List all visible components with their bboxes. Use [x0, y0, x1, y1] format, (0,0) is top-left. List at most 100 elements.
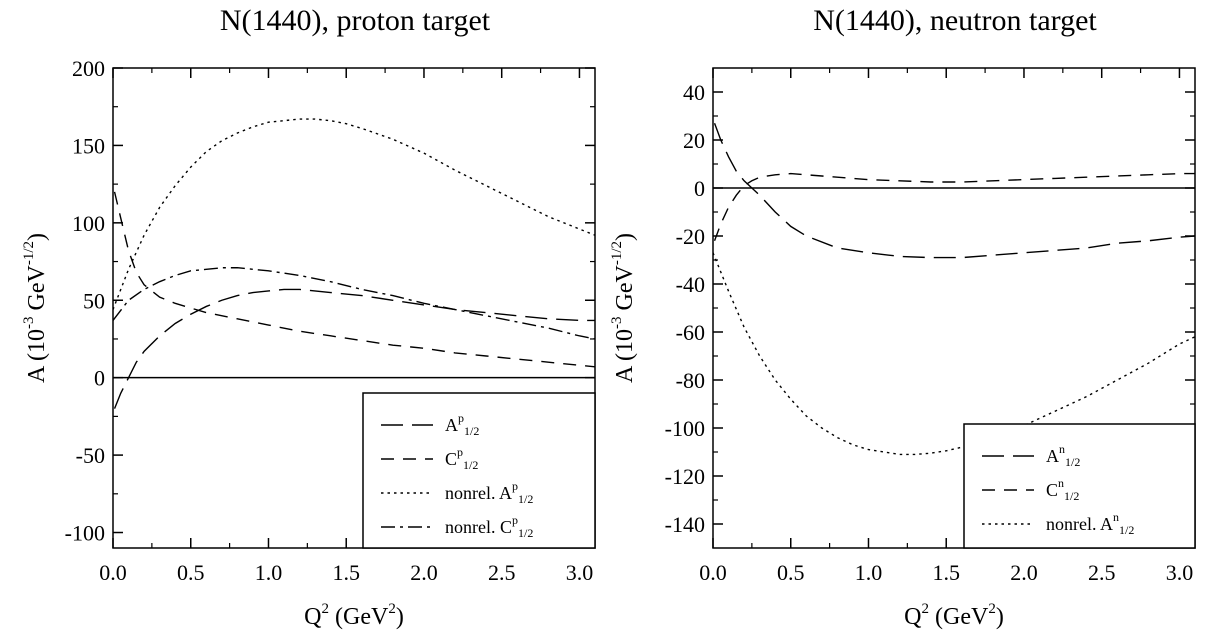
legend-label-text: C: [445, 449, 457, 469]
x-label-sup2: 2: [388, 601, 396, 617]
legend-label-text: C: [1046, 480, 1058, 500]
legend-box: [963, 423, 1196, 549]
x-tick-label: 0.5: [177, 560, 205, 585]
y-tick-label: 200: [72, 56, 105, 81]
y-label-mid: GeV: [612, 265, 638, 317]
x-axis-label: Q2 (GeV2): [904, 601, 1004, 630]
x-tick-label: 2.5: [488, 560, 516, 585]
neutron-panel: N(1440), neutron target 0.0 0.5 1.0 1.5 2.0 2.…: [609, 4, 1196, 630]
y-tick-label: 0: [94, 366, 105, 391]
y-tick-label: 50: [83, 288, 105, 313]
y-tick-label: 150: [72, 133, 105, 158]
y-tick-label: -100: [665, 416, 705, 441]
x-tick-label: 0.5: [777, 560, 805, 585]
proton-panel: N(1440), proton target 0.0 0.5 1.0 1.5 2.0 2.5…: [21, 4, 596, 630]
legend-label-sub: 1/2: [518, 526, 533, 540]
legend-label-sub: 1/2: [1064, 489, 1079, 503]
plot-frame: [112, 67, 596, 549]
legend-label-text: nonrel. A: [1046, 514, 1113, 534]
x-label-sup2: 2: [988, 601, 996, 617]
y-tick-label: -140: [665, 512, 705, 537]
legend-label-sup: n: [1113, 510, 1119, 524]
legend-label-2: nonrel. Ap1/2: [445, 479, 533, 506]
x-tick-label: 2.0: [1010, 560, 1038, 585]
legend-label-text: A: [445, 415, 458, 435]
series-line-1: [113, 191, 595, 368]
legend-label-sup: n: [1059, 442, 1065, 456]
y-label-end: ): [612, 233, 638, 241]
y-tick-label: -40: [676, 272, 705, 297]
chart-title: N(1440), neutron target: [813, 4, 1097, 37]
chart-title: N(1440), proton target: [220, 4, 491, 37]
y-axis-label: A (10-3 GeV-1/2): [609, 233, 638, 383]
legend-label-sub: 1/2: [1119, 523, 1134, 537]
legend-label-sub: 1/2: [1065, 455, 1080, 469]
legend-label-2: nonrel. An1/2: [1046, 510, 1134, 537]
legend-label-text: nonrel. C: [445, 517, 512, 537]
y-label-sup1: -3: [21, 317, 37, 330]
x-tick-label: 2.0: [410, 560, 438, 585]
legend-label-sub: 1/2: [463, 458, 478, 472]
legend-label-sup: n: [1058, 476, 1064, 490]
legend-label-sub: 1/2: [518, 492, 533, 506]
y-tick-label: -80: [676, 368, 705, 393]
legend-box: [362, 392, 596, 549]
series-line-0: [713, 122, 1195, 259]
series-line-2: [113, 118, 595, 310]
y-tick-label: 100: [72, 211, 105, 236]
x-tick-label: 0.0: [699, 560, 727, 585]
x-tick-label: 1.5: [332, 560, 360, 585]
y-tick-label: 40: [683, 80, 705, 105]
legend-label-sub: 1/2: [464, 424, 479, 438]
legend-label-3: nonrel. Cp1/2: [445, 513, 533, 540]
y-label-pre: A (10: [612, 329, 638, 383]
legend-label-text: A: [1046, 446, 1059, 466]
series-line-1: [713, 172, 1195, 242]
x-tick-label: 3.0: [566, 560, 594, 585]
y-tick-label: -120: [665, 464, 705, 489]
x-label-rest: (GeV: [929, 604, 989, 630]
y-label-sup2: -1/2: [609, 241, 625, 265]
x-label-end: ): [996, 604, 1004, 630]
y-label-mid: GeV: [24, 265, 50, 317]
x-label-sup: 2: [322, 601, 330, 617]
x-tick-label: 2.5: [1088, 560, 1116, 585]
x-tick-label: 1.0: [255, 560, 283, 585]
legend-label-1: Cp1/2: [445, 445, 478, 472]
legend-label-sup: p: [512, 513, 518, 527]
x-label-base: Q: [904, 604, 921, 630]
y-label-end: ): [24, 233, 50, 241]
legend-label-1: Cn1/2: [1046, 476, 1079, 503]
x-label-end: ): [396, 604, 404, 630]
legend-label-0: Ap1/2: [445, 411, 479, 438]
y-tick-label: -100: [65, 521, 105, 546]
x-tick-label: 3.0: [1166, 560, 1194, 585]
y-label-sup2: -1/2: [21, 241, 37, 265]
y-label-pre: A (10: [24, 329, 50, 383]
legend-label-sup: p: [457, 445, 463, 459]
series-line-3: [113, 267, 595, 340]
x-tick-label: 1.0: [855, 560, 883, 585]
y-tick-label: -20: [676, 224, 705, 249]
legend-label-sup: p: [458, 411, 464, 425]
y-tick-label: -50: [76, 443, 105, 468]
x-tick-label: 0.0: [99, 560, 127, 585]
y-label-sup1: -3: [609, 317, 625, 330]
y-tick-label: 0: [694, 176, 705, 201]
y-tick-label: -60: [676, 320, 705, 345]
x-tick-label: 1.5: [932, 560, 960, 585]
x-label-rest: (GeV: [329, 604, 389, 630]
legend-label-text: nonrel. A: [445, 483, 512, 503]
series-line-0: [113, 288, 595, 409]
legend-label-0: An1/2: [1046, 442, 1080, 469]
legend-label-sup: p: [512, 479, 518, 493]
x-label-base: Q: [304, 604, 321, 630]
y-tick-label: 20: [683, 128, 705, 153]
y-axis-label: A (10-3 GeV-1/2): [21, 233, 50, 383]
x-axis-label: Q2 (GeV2): [304, 601, 404, 630]
x-label-sup: 2: [922, 601, 930, 617]
series-line-2: [713, 252, 1195, 456]
